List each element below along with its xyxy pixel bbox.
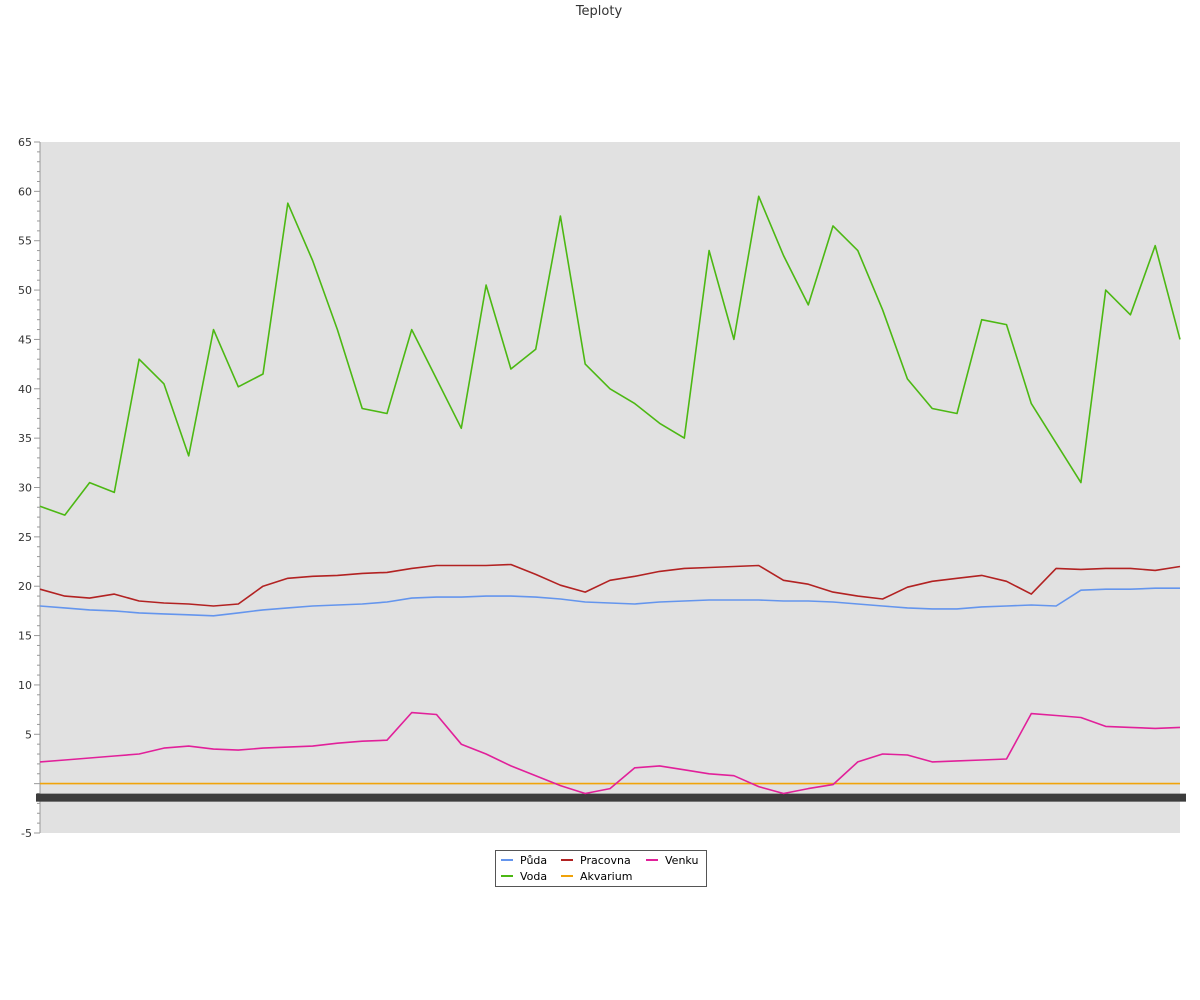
x-tick-label-band — [36, 793, 1186, 802]
y-tick-label: 50 — [18, 284, 32, 297]
y-tick-label: -5 — [21, 827, 32, 840]
y-tick-label: 65 — [18, 136, 32, 149]
series-line-voda — [39, 195, 1181, 516]
chart-title: Teploty — [575, 4, 623, 19]
y-tick-label: 10 — [18, 679, 32, 692]
y-tick-label: 5 — [25, 728, 32, 741]
series-layer — [39, 195, 1181, 795]
series-line-venku — [39, 711, 1181, 795]
y-tick-label: 55 — [18, 235, 32, 248]
plot-area — [40, 142, 1180, 833]
legend-box — [495, 850, 707, 887]
legend-label-venku: Venku — [665, 854, 698, 867]
series-line-půda — [39, 587, 1180, 617]
y-tick-label: 35 — [18, 432, 32, 445]
legend-label-pracovna: Pracovna — [580, 854, 631, 867]
legend-label-voda: Voda — [520, 870, 547, 883]
y-tick-label: 40 — [18, 383, 32, 396]
y-axis: -5 5 10 15 20 25 30 35 40 45 50 55 60 65 — [18, 136, 41, 840]
legend[interactable]: Půda Pracovna Venku Voda Akvarium — [495, 850, 707, 887]
y-tick-label: 60 — [18, 185, 32, 198]
legend-label-akvarium: Akvarium — [580, 870, 632, 883]
y-tick-label: 15 — [18, 630, 32, 643]
y-tick-label: 45 — [18, 333, 32, 346]
y-tick-label: 30 — [18, 482, 32, 495]
legend-label-půda: Půda — [520, 854, 547, 867]
series-line-pracovna — [39, 563, 1181, 607]
y-tick-label: 20 — [18, 580, 32, 593]
x-axis — [36, 793, 1186, 802]
y-tick-label: 25 — [18, 531, 32, 544]
